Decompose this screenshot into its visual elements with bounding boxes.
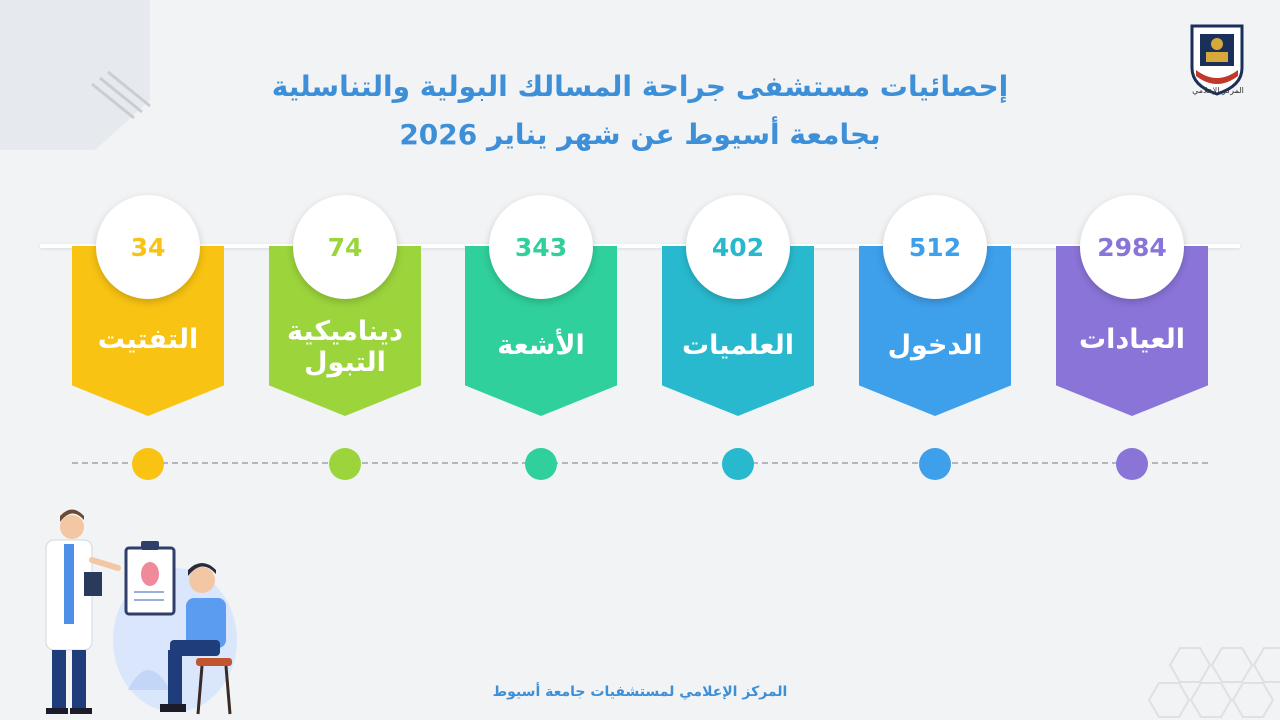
stat-card-lithotripsy: التفتيت (72, 246, 224, 416)
stat-value: 402 (711, 232, 765, 262)
page-subtitle: بجامعة أسيوط عن شهر يناير 2026 (399, 118, 881, 151)
timeline-dot (919, 448, 951, 480)
timeline-top-line (40, 244, 1240, 248)
stat-value: 343 (514, 232, 568, 262)
stat-value-circle: 402 (686, 195, 790, 299)
hexagon-pattern (1147, 647, 1280, 718)
stat-value-circle: 512 (883, 195, 987, 299)
stat-value-circle: 34 (96, 195, 200, 299)
timeline-dashed-line (72, 462, 1208, 464)
stat-value: 512 (908, 232, 962, 262)
stripe-lines (91, 70, 151, 120)
timeline-dot (132, 448, 164, 480)
stat-value-circle: 343 (489, 195, 593, 299)
page-title: إحصائيات مستشفى جراحة المسالك البولية وا… (271, 70, 1009, 103)
timeline-dot (1116, 448, 1148, 480)
stat-label: الأشعة (497, 330, 585, 361)
footer-credit: المركز الإعلامي لمستشفيات جامعة أسيوط (492, 684, 788, 700)
stat-label: العيادات (1078, 324, 1186, 355)
stat-label: ديناميكية التبول (287, 316, 403, 379)
timeline-dot (525, 448, 557, 480)
stat-label: العلميات (681, 330, 795, 361)
stat-value: 74 (327, 232, 363, 262)
logo-caption: المركز الإعلامي (1192, 86, 1244, 95)
stat-value-circle: 74 (293, 195, 397, 299)
stat-value: 2984 (1097, 232, 1167, 262)
stat-value: 34 (130, 232, 166, 262)
doctor-patient-illustration (45, 509, 237, 715)
stat-card-urodynamics: ديناميكية التبول (269, 246, 421, 416)
corner-shape (0, 0, 150, 150)
stat-label: التفتيت (97, 324, 199, 355)
stat-label: الدخول (887, 330, 983, 361)
timeline-dot (722, 448, 754, 480)
university-logo (1190, 24, 1244, 96)
stat-value-circle: 2984 (1080, 195, 1184, 299)
timeline-dot (329, 448, 361, 480)
